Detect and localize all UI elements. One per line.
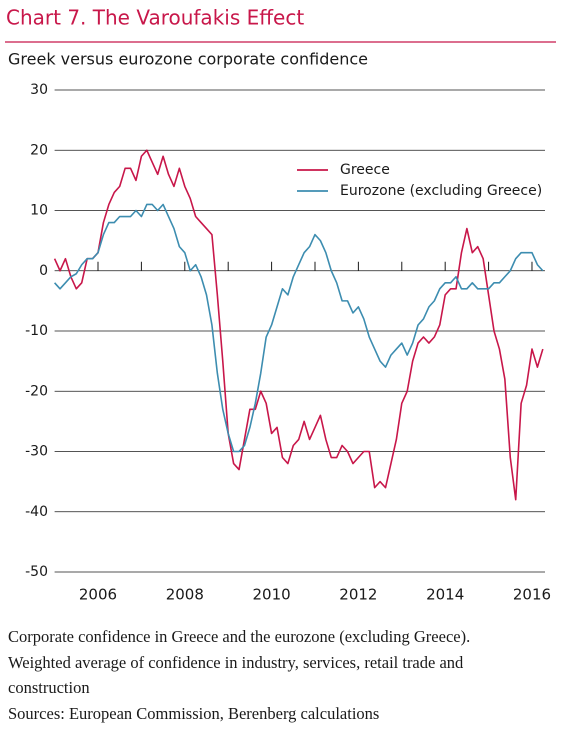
note-line: construction xyxy=(8,678,90,697)
y-tick-label: 0 xyxy=(39,263,48,279)
note-line: Sources: European Commission, Berenberg … xyxy=(8,703,380,723)
chart: Chart 7. The Varoufakis Effect Greek ver… xyxy=(5,6,556,604)
y-tick-label: 30 xyxy=(30,82,48,98)
x-tick-label: 2012 xyxy=(339,586,377,604)
chart-title: Chart 7. The Varoufakis Effect xyxy=(6,6,304,30)
y-tick-label: -40 xyxy=(25,504,48,520)
x-tick-label: 2010 xyxy=(252,586,290,604)
note-line: Corporate confidence in Greece and the e… xyxy=(8,627,471,646)
legend-label: Eurozone (excluding Greece) xyxy=(340,183,542,199)
series-line xyxy=(53,149,544,501)
y-tick-label: -20 xyxy=(25,383,48,399)
y-tick-label: 10 xyxy=(30,203,48,219)
x-tick-label: 2014 xyxy=(426,586,464,604)
note-line: Weighted average of confidence in indust… xyxy=(8,652,464,672)
y-tick-label: -10 xyxy=(25,323,48,339)
chart-subtitle: Greek versus eurozone corporate confiden… xyxy=(8,50,368,69)
x-tick-label: 2016 xyxy=(513,586,551,604)
notes: Corporate confidence in Greece and the e… xyxy=(8,624,570,726)
y-tick-label: -30 xyxy=(25,444,48,460)
x-tick-label: 2006 xyxy=(79,586,117,604)
x-tick-label: 2008 xyxy=(166,586,204,604)
y-tick-label: 20 xyxy=(30,142,48,158)
y-tick-label: -50 xyxy=(25,564,48,580)
series-line xyxy=(54,203,544,453)
legend-label: Greece xyxy=(340,162,390,178)
